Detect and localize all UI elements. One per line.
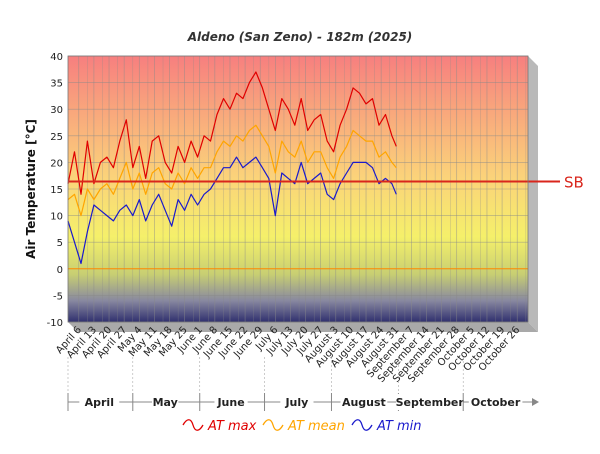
legend-swatch [351,419,373,431]
y-tick-label: 5 [57,238,63,249]
y-tick-label: 30 [50,105,63,116]
plot-border [67,55,529,323]
y-tick-label: 15 [50,185,63,196]
month-label: April [85,396,114,409]
month-label-bg [280,394,314,410]
legend-label: AT min [376,419,422,434]
month-label-bg [151,394,179,410]
month-axis-arrow [532,398,539,406]
legend-swatch [182,419,204,431]
chart-title: Aldeno (San Zeno) - 182m (2025) [187,30,413,44]
month-label-bg [468,394,523,410]
y-tick-label: 35 [50,79,63,90]
month-label: July [284,396,308,409]
plot-side-shadow [528,56,538,332]
month-label-bg [214,394,248,410]
reference-line-label: SB [564,174,584,192]
y-tick-label: 20 [50,158,63,169]
month-label: October [471,396,521,409]
series-line-at-mean [67,124,397,217]
legend-swatch [262,419,284,431]
y-tick-label: -5 [53,291,63,302]
y-axis-label: Air Temperature [°C] [24,119,38,259]
series-line-at-min [67,156,397,265]
month-label: August [342,396,386,409]
series-line-at-max [67,71,397,195]
month-label: September [396,396,465,409]
month-label-bg [340,394,388,410]
month-label-bg [396,394,464,410]
y-tick-label: -10 [47,318,63,329]
y-tick-label: 40 [50,52,63,63]
y-tick-label: 0 [57,265,63,276]
month-label: June [216,396,244,409]
legend-label: AT max [207,419,257,434]
month-label-bg [79,394,120,410]
legend-label: AT mean [287,419,345,434]
y-tick-label: 10 [50,212,63,223]
plot-bottom-shadow [68,322,538,332]
month-label: May [153,396,178,409]
y-tick-label: 25 [50,132,63,143]
